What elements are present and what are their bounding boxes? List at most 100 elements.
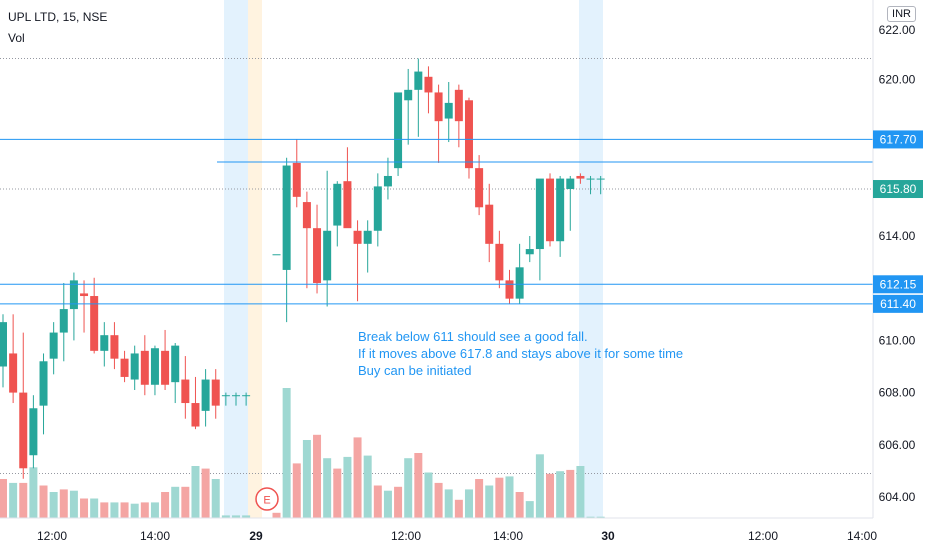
price-tag (873, 130, 923, 149)
candle-body (242, 395, 251, 397)
volume-bar (343, 456, 352, 518)
volume-bar (464, 489, 473, 518)
candle-body (221, 395, 230, 397)
volume-bar (485, 485, 494, 518)
candle-body (211, 379, 220, 406)
candle-body (181, 379, 190, 404)
candle-body (394, 92, 403, 169)
volume-bar (515, 492, 524, 518)
volume-bar (444, 489, 453, 518)
candle-body (90, 296, 99, 351)
volume-bar (323, 458, 332, 518)
annotation-line: Break below 611 should see a good fall. (358, 329, 588, 344)
volume-bar (495, 477, 504, 518)
candle-body (9, 353, 18, 393)
volume-bar (100, 502, 109, 518)
volume-bar (110, 502, 119, 518)
volume-bar (373, 485, 382, 518)
volume-bar (69, 490, 78, 518)
candle-body (191, 403, 200, 427)
volume-bar (231, 515, 240, 518)
volume-bar (0, 479, 7, 518)
candle-body (424, 76, 433, 93)
volume-bar (586, 516, 595, 518)
candle-body (343, 181, 352, 229)
volume-bar (404, 458, 413, 518)
x-tick-label: 12:00 (391, 529, 421, 543)
chart-title: UPL LTD, 15, NSE (8, 10, 108, 24)
volume-bar (282, 388, 291, 518)
session-bands (224, 0, 603, 518)
candle-body (323, 230, 332, 281)
y-tick-label: 608.00 (879, 386, 916, 400)
volume-bar (161, 492, 170, 518)
x-tick-label: 29 (249, 529, 263, 543)
volume-bar (90, 498, 99, 518)
x-tick-label: 14:00 (140, 529, 170, 543)
candle-body (525, 249, 534, 255)
candle-body (171, 345, 180, 383)
candle-body (19, 392, 28, 469)
price-tag-label: 612.15 (880, 277, 917, 291)
candle-body (475, 168, 484, 208)
volume-bar (29, 467, 38, 518)
candle-body (282, 165, 291, 270)
volume-bar (313, 434, 322, 518)
candle-body (505, 280, 514, 299)
candle-body (120, 358, 129, 377)
x-tick-label: 14:00 (847, 529, 877, 543)
volume-bar (363, 455, 372, 518)
volume-bar (171, 486, 180, 518)
candle-body (566, 178, 575, 190)
y-tick-label: 610.00 (879, 333, 916, 347)
axes: 604.00 606.00 608.00 610.00 614.00 620.00 622.… (0, 0, 923, 543)
volume-bar (302, 440, 311, 518)
volume-bar (120, 502, 129, 518)
volume-bar (596, 516, 605, 518)
candle-body (596, 178, 605, 180)
volume-bar (566, 469, 575, 518)
candle-body (302, 202, 311, 229)
earnings-event-icon (255, 487, 279, 511)
volume-bar (383, 490, 392, 518)
volume-bar (424, 472, 433, 518)
volume-bar (525, 501, 534, 518)
candle-body (535, 178, 544, 250)
candle-body (444, 102, 453, 119)
volume-bar (242, 515, 251, 518)
candle-body (454, 89, 463, 122)
candle-body (130, 353, 139, 380)
candle-body (0, 322, 7, 367)
volume-bar (211, 479, 220, 518)
currency-badge[interactable]: INR (887, 6, 916, 22)
candle-body (49, 332, 58, 359)
volume-bar (140, 502, 149, 518)
volume-bar (292, 463, 301, 518)
candle-body (100, 335, 109, 351)
session-band (224, 0, 248, 518)
candle-body (404, 89, 413, 101)
volume-bar (505, 476, 514, 518)
volume-label: Vol (8, 31, 25, 45)
candle-body (383, 175, 392, 187)
candle-body (313, 228, 322, 283)
volume-bar (221, 515, 230, 518)
event-band (248, 0, 262, 518)
volume-bar (546, 473, 555, 518)
candle-body (414, 71, 423, 90)
y-tick-label: 604.00 (879, 490, 916, 504)
price-tag-label: 615.80 (880, 182, 917, 196)
volume-bar (394, 486, 403, 518)
analysis-annotation: Break below 611 should see a good fall. … (358, 328, 683, 379)
candle-body (333, 183, 342, 226)
level-lines (0, 138, 873, 305)
candle-body (464, 100, 473, 169)
y-tick-label: 622.00 (879, 23, 916, 37)
price-tag-label: 617.70 (880, 132, 917, 146)
candle-body (80, 293, 89, 297)
volume-bar (353, 437, 362, 518)
volume-bar (475, 479, 484, 518)
candle-body (140, 350, 149, 385)
candle-body (495, 243, 504, 281)
